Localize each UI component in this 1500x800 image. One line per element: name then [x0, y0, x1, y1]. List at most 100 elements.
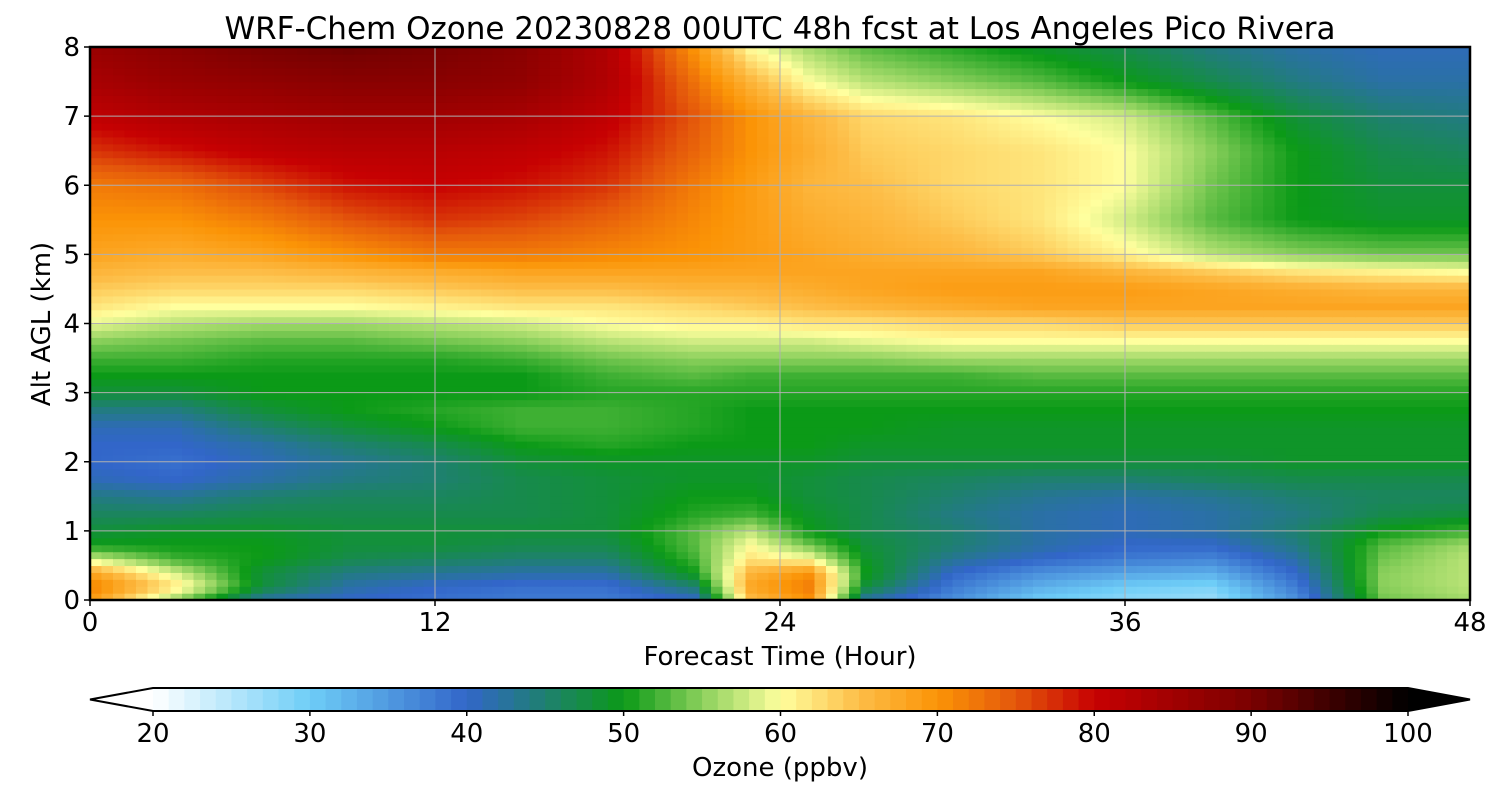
heatmap-cell — [561, 551, 574, 560]
heatmap-cell — [492, 351, 505, 359]
heatmap-cell — [1343, 489, 1356, 497]
heatmap-cell — [630, 316, 643, 325]
heatmap-cell — [1079, 565, 1092, 573]
heatmap-cell — [791, 364, 804, 373]
heatmap-cell — [941, 323, 954, 332]
heatmap-cell — [1079, 475, 1092, 484]
heatmap-cell — [297, 316, 310, 325]
heatmap-cell — [561, 503, 574, 511]
heatmap-cell — [952, 475, 965, 484]
heatmap-cell — [964, 510, 977, 518]
heatmap-cell — [1079, 517, 1092, 525]
heatmap-cell — [469, 586, 482, 594]
heatmap-cell — [124, 510, 137, 518]
heatmap-cell — [573, 454, 586, 463]
heatmap-cell — [113, 378, 126, 387]
heatmap-cell — [1217, 323, 1230, 332]
heatmap-cell — [527, 371, 540, 380]
heatmap-cell — [170, 337, 183, 345]
heatmap-cell — [182, 427, 195, 435]
heatmap-cell — [492, 378, 505, 387]
heatmap-cell — [711, 351, 724, 359]
heatmap-cell — [837, 351, 850, 359]
heatmap-cell — [124, 454, 137, 463]
heatmap-cell — [1102, 392, 1115, 401]
heatmap-cell — [343, 558, 356, 567]
heatmap-cell — [791, 420, 804, 428]
heatmap-cell — [1412, 523, 1425, 532]
heatmap-cell — [1171, 420, 1184, 428]
heatmap-cell — [354, 579, 367, 587]
heatmap-cell — [458, 523, 471, 532]
heatmap-cell — [124, 358, 137, 366]
heatmap-cell — [308, 593, 321, 600]
heatmap-cell — [1159, 351, 1172, 359]
heatmap-cell — [964, 482, 977, 490]
heatmap-cell — [228, 399, 241, 408]
heatmap-cell — [331, 517, 344, 525]
heatmap-cell — [113, 392, 126, 401]
heatmap-cell — [1136, 454, 1149, 463]
heatmap-cell — [665, 385, 678, 394]
heatmap-cell — [492, 323, 505, 332]
heatmap-cell — [400, 392, 413, 401]
heatmap-cell — [791, 378, 804, 387]
heatmap-cell — [389, 441, 402, 449]
heatmap-cell — [630, 510, 643, 518]
heatmap-cell — [446, 475, 459, 484]
heatmap-cell — [1194, 399, 1207, 408]
heatmap-cell — [872, 330, 885, 338]
heatmap-cell — [1056, 427, 1069, 435]
heatmap-cell — [435, 378, 448, 387]
heatmap-cell — [630, 427, 643, 435]
heatmap-cell — [1309, 344, 1322, 352]
heatmap-cell — [90, 489, 103, 497]
heatmap-cell — [354, 344, 367, 352]
heatmap-cell — [918, 371, 931, 380]
heatmap-cell — [446, 330, 459, 338]
heatmap-cell — [331, 482, 344, 490]
heatmap-cell — [688, 413, 701, 421]
heatmap-cell — [400, 351, 413, 359]
heatmap-cell — [1355, 496, 1368, 504]
heatmap-cell — [780, 358, 793, 366]
heatmap-cell — [1424, 517, 1437, 525]
heatmap-cell — [584, 323, 597, 332]
heatmap-cell — [734, 371, 747, 380]
heatmap-cell — [331, 593, 344, 600]
heatmap-cell — [354, 530, 367, 539]
heatmap-cell — [124, 551, 137, 560]
heatmap-cell — [895, 593, 908, 600]
heatmap-cell — [1079, 503, 1092, 511]
heatmap-cell — [1113, 523, 1126, 532]
heatmap-cell — [1217, 565, 1230, 573]
heatmap-cell — [1401, 413, 1414, 421]
heatmap-cell — [711, 572, 724, 580]
heatmap-cell — [1044, 482, 1057, 490]
heatmap-cell — [538, 378, 551, 387]
heatmap-cell — [124, 447, 137, 456]
heatmap-cell — [734, 316, 747, 325]
heatmap-cell — [1021, 579, 1034, 587]
heatmap-cell — [1286, 475, 1299, 484]
heatmap-cell — [1401, 358, 1414, 366]
heatmap-cell — [918, 351, 931, 359]
heatmap-cell — [768, 579, 781, 587]
heatmap-cell — [780, 579, 793, 587]
heatmap-cell — [1079, 337, 1092, 345]
heatmap-cell — [1090, 593, 1103, 600]
heatmap-cell — [619, 537, 632, 546]
heatmap-cell — [1033, 572, 1046, 580]
heatmap-cell — [1113, 475, 1126, 484]
heatmap-cell — [998, 503, 1011, 511]
heatmap-cell — [377, 371, 390, 380]
heatmap-cell — [1148, 461, 1161, 470]
heatmap-cell — [1240, 523, 1253, 532]
heatmap-cell — [331, 579, 344, 587]
heatmap-cell — [308, 420, 321, 428]
heatmap-cell — [1389, 351, 1402, 359]
heatmap-cell — [527, 427, 540, 435]
heatmap-cell — [101, 399, 114, 408]
heatmap-cell — [872, 530, 885, 539]
heatmap-cell — [389, 378, 402, 387]
